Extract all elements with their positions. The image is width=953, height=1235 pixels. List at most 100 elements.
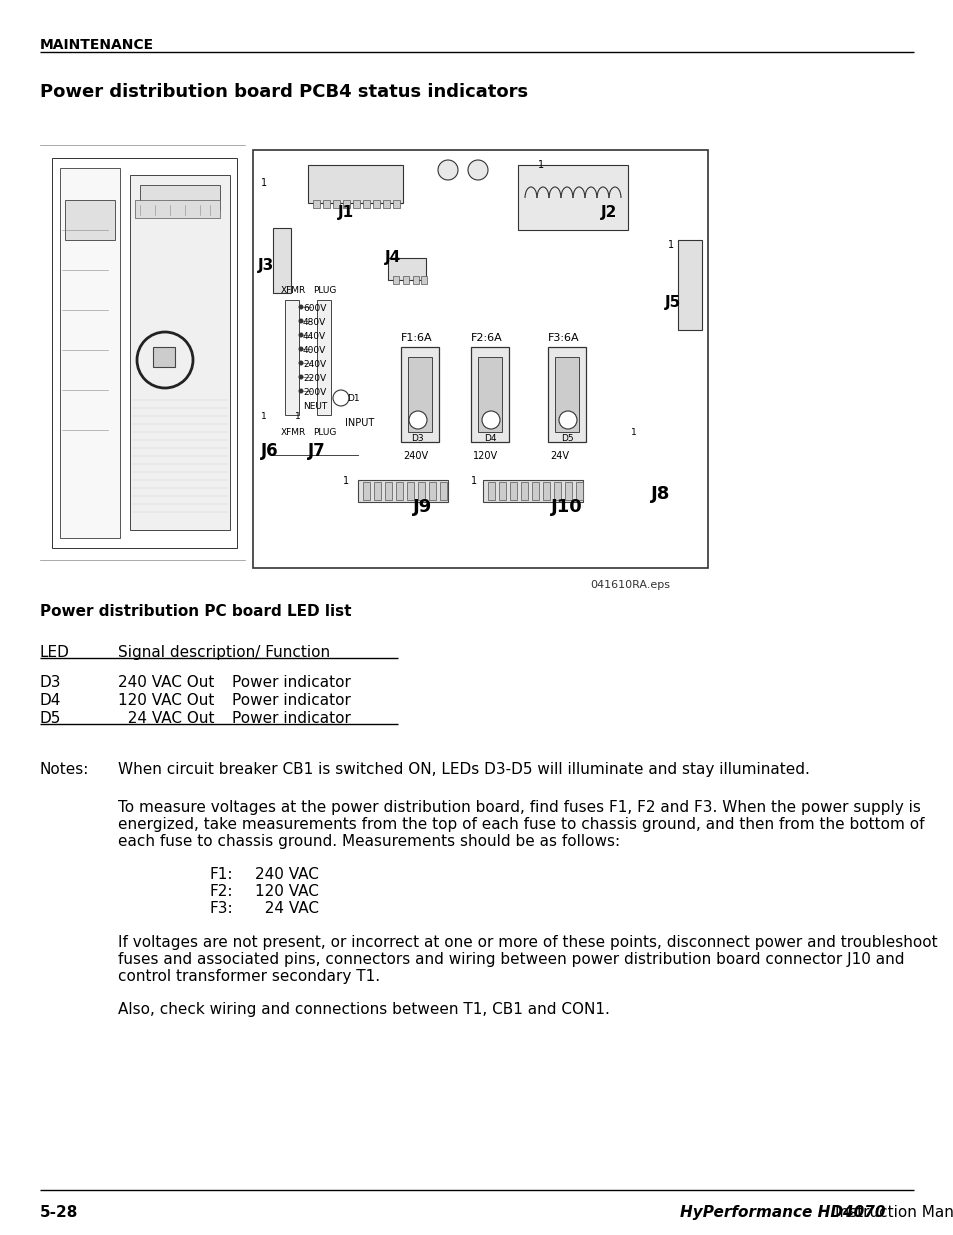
Bar <box>429 482 436 500</box>
Text: Instruction Manual: Instruction Manual <box>834 1205 953 1220</box>
Bar <box>353 200 359 207</box>
Text: PLUG: PLUG <box>313 429 336 437</box>
Text: D4: D4 <box>483 433 496 443</box>
Text: control transformer secondary T1.: control transformer secondary T1. <box>118 969 379 984</box>
Bar <box>408 357 432 432</box>
Text: 1: 1 <box>294 412 300 421</box>
Text: Signal description/ Function: Signal description/ Function <box>118 645 330 659</box>
Text: Power indicator: Power indicator <box>232 676 351 690</box>
Bar <box>385 482 392 500</box>
Bar <box>393 275 398 284</box>
Text: 5-28: 5-28 <box>40 1205 78 1220</box>
Text: D4: D4 <box>40 693 61 708</box>
Bar <box>363 200 370 207</box>
Text: Power distribution PC board LED list: Power distribution PC board LED list <box>40 604 351 619</box>
Circle shape <box>333 390 349 406</box>
Text: When circuit breaker CB1 is switched ON, LEDs D3-D5 will illuminate and stay ill: When circuit breaker CB1 is switched ON,… <box>118 762 809 777</box>
Bar <box>510 482 517 500</box>
Bar <box>413 275 418 284</box>
Text: J1: J1 <box>337 205 354 220</box>
Text: 24 VAC Out: 24 VAC Out <box>118 711 214 726</box>
Text: F2:6A: F2:6A <box>471 333 502 343</box>
Bar <box>316 300 331 415</box>
Text: 1: 1 <box>667 240 674 249</box>
Circle shape <box>299 347 302 351</box>
Bar <box>285 300 298 415</box>
Bar <box>60 168 120 538</box>
Text: J2: J2 <box>600 205 617 220</box>
Bar <box>678 240 701 330</box>
Text: 240V: 240V <box>402 451 428 461</box>
Text: HyPerformance HD4070: HyPerformance HD4070 <box>679 1205 884 1220</box>
Bar <box>135 200 220 219</box>
Text: F3:: F3: <box>210 902 233 916</box>
Bar <box>488 482 495 500</box>
Bar <box>400 347 438 442</box>
Bar <box>498 482 505 500</box>
Text: J9: J9 <box>413 498 432 516</box>
Bar <box>373 200 379 207</box>
Text: Power indicator: Power indicator <box>232 693 351 708</box>
Text: 200V: 200V <box>303 388 326 396</box>
Text: 1: 1 <box>630 429 636 437</box>
Text: 600V: 600V <box>303 304 326 312</box>
Text: 400V: 400V <box>303 346 326 354</box>
Text: 440V: 440V <box>303 332 326 341</box>
Text: 1: 1 <box>261 178 267 188</box>
Bar <box>517 165 627 230</box>
Circle shape <box>468 161 488 180</box>
Bar <box>130 175 230 530</box>
Bar <box>532 482 538 500</box>
Text: J6: J6 <box>261 442 278 459</box>
Text: Power indicator: Power indicator <box>232 711 351 726</box>
Text: To measure voltages at the power distribution board, find fuses F1, F2 and F3. W: To measure voltages at the power distrib… <box>118 800 920 815</box>
Bar <box>374 482 380 500</box>
Bar <box>52 158 236 548</box>
Circle shape <box>437 161 457 180</box>
Text: F1:6A: F1:6A <box>400 333 432 343</box>
Bar <box>363 482 370 500</box>
Circle shape <box>299 305 302 309</box>
Bar <box>343 200 350 207</box>
Text: PLUG: PLUG <box>313 287 336 295</box>
Bar <box>140 185 220 210</box>
Text: 480V: 480V <box>303 317 326 327</box>
Bar <box>382 200 390 207</box>
Text: 220V: 220V <box>303 374 326 383</box>
Text: J10: J10 <box>551 498 582 516</box>
Circle shape <box>481 411 499 429</box>
Circle shape <box>558 411 577 429</box>
Text: If voltages are not present, or incorrect at one or more of these points, discon: If voltages are not present, or incorrec… <box>118 935 937 950</box>
Text: J5: J5 <box>664 295 680 310</box>
Bar <box>520 482 527 500</box>
Text: XFMR: XFMR <box>281 287 306 295</box>
Text: D5: D5 <box>40 711 61 726</box>
Bar <box>482 480 582 501</box>
Bar <box>313 200 319 207</box>
Text: INPUT: INPUT <box>345 417 374 429</box>
Bar <box>388 258 426 280</box>
Text: 1: 1 <box>261 412 267 421</box>
Circle shape <box>299 375 302 379</box>
Text: fuses and associated pins, connectors and wiring between power distribution boar: fuses and associated pins, connectors an… <box>118 952 903 967</box>
Text: NEUT: NEUT <box>303 403 327 411</box>
Bar <box>393 200 399 207</box>
Bar <box>407 482 414 500</box>
Text: each fuse to chassis ground. Measurements should be as follows:: each fuse to chassis ground. Measurement… <box>118 834 619 848</box>
Bar <box>395 482 402 500</box>
Text: F1:: F1: <box>210 867 233 882</box>
Bar <box>554 482 560 500</box>
Text: 041610RA.eps: 041610RA.eps <box>589 580 669 590</box>
Text: XFMR: XFMR <box>281 429 306 437</box>
Text: 120 VAC Out: 120 VAC Out <box>118 693 214 708</box>
Text: J3: J3 <box>257 258 274 273</box>
Bar <box>420 275 427 284</box>
Text: D3: D3 <box>411 433 423 443</box>
Circle shape <box>299 319 302 322</box>
Circle shape <box>409 411 427 429</box>
Bar <box>576 482 582 500</box>
Text: Notes:: Notes: <box>40 762 90 777</box>
Text: 240V: 240V <box>303 359 326 369</box>
Bar <box>357 480 448 501</box>
Bar <box>477 357 501 432</box>
